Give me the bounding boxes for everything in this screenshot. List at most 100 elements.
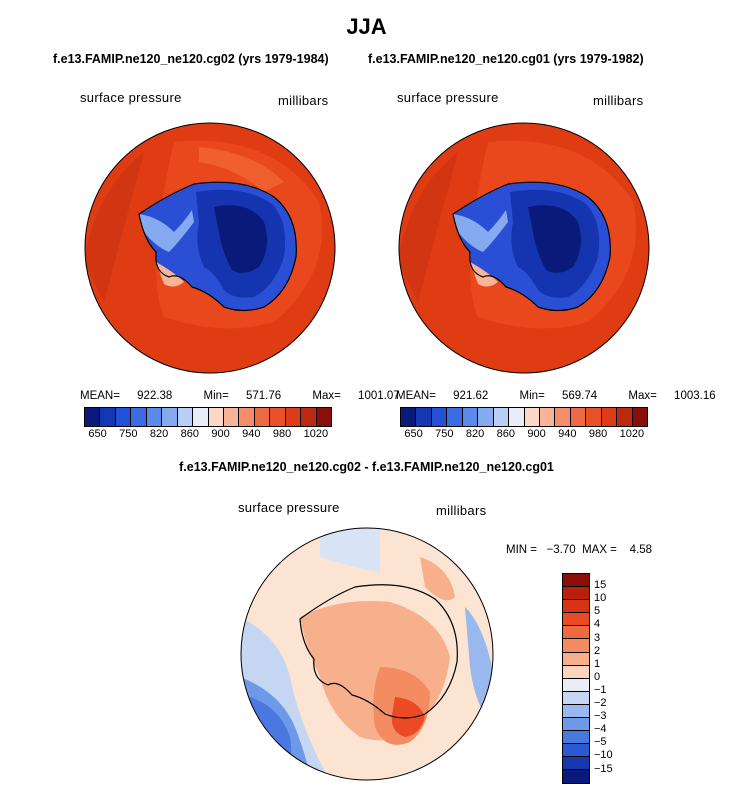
panel1-polar-map: [84, 122, 336, 374]
colorbar-tick-label: 860: [180, 428, 199, 440]
colorbar-tick-label: 5: [594, 605, 601, 618]
colorbar-swatch: [570, 408, 587, 426]
colorbar-tick-label: 0: [594, 670, 601, 683]
colorbar-swatch: [431, 408, 448, 426]
season-title: JJA: [346, 14, 387, 39]
colorbar-swatch: [146, 408, 163, 426]
colorbar-swatch: [563, 770, 589, 783]
colorbar-swatch: [586, 408, 602, 426]
colorbar-tick-label: 2: [594, 644, 601, 657]
colorbar-tick-label: 980: [588, 428, 608, 440]
colorbar-tick-label: 860: [496, 428, 515, 440]
colorbar-swatch: [208, 408, 224, 426]
colorbar-swatch: [563, 678, 589, 692]
max-label: Max=: [628, 390, 657, 402]
diff-title: f.e13.FAMIP.ne120_ne120.cg02 - f.e13.FAM…: [179, 460, 554, 474]
panel1-units-label: millibars: [278, 93, 329, 108]
diff-units-label: millibars: [436, 503, 487, 518]
colorbar-tick-label: 650: [404, 428, 423, 440]
colorbar-swatch: [601, 408, 618, 426]
diff-minmax: MIN = −3.70 MAX = 4.58: [506, 544, 653, 556]
max-label: Max=: [312, 390, 341, 402]
panel1-colorbar: [84, 407, 332, 427]
panel2-units-label: millibars: [593, 93, 644, 108]
max-value: 1003.16: [674, 390, 716, 402]
colorbar-swatch: [563, 574, 589, 588]
colorbar-swatch: [162, 408, 178, 426]
colorbar-tick-label: −1: [594, 683, 607, 696]
panel2-colorbar: [400, 407, 648, 427]
colorbar-swatch: [563, 639, 589, 653]
colorbar-swatch: [177, 408, 194, 426]
colorbar-swatch: [563, 626, 589, 640]
colorbar-swatch: [223, 408, 240, 426]
panel1-variable-label: surface pressure: [80, 90, 182, 105]
colorbar-tick-label: 15: [594, 579, 607, 592]
colorbar-swatch: [285, 408, 302, 426]
colorbar-tick-label: 1020: [619, 428, 645, 440]
colorbar-swatch: [563, 652, 589, 666]
colorbar-tick-label: 820: [465, 428, 485, 440]
colorbar-swatch: [563, 731, 589, 745]
colorbar-tick-label: −15: [594, 762, 613, 775]
colorbar-swatch: [193, 408, 209, 426]
min-value: 569.74: [562, 390, 598, 402]
colorbar-tick-label: −3: [594, 710, 607, 723]
colorbar-tick-label: 750: [435, 428, 454, 440]
colorbar-tick-label: −5: [594, 736, 607, 749]
mean-label: MEAN=: [396, 390, 436, 402]
mean-value: 922.38: [137, 390, 173, 402]
panel1-title: f.e13.FAMIP.ne120_ne120.cg02 (yrs 1979-1…: [53, 52, 329, 66]
colorbar-swatch: [563, 704, 589, 719]
colorbar-swatch: [563, 744, 589, 758]
colorbar-tick-label: −4: [594, 723, 607, 736]
colorbar-swatch: [401, 408, 417, 426]
panel1-stats: MEAN= 922.38 Min= 571.76 Max= 1001.07: [80, 390, 428, 402]
colorbar-swatch: [563, 718, 589, 732]
colorbar-swatch: [301, 408, 317, 426]
colorbar-swatch: [85, 408, 101, 426]
panel2-title: f.e13.FAMIP.ne120_ne120.cg01 (yrs 1979-1…: [368, 52, 644, 66]
colorbar-swatch: [100, 408, 116, 426]
colorbar-tick-label: 3: [594, 631, 601, 644]
colorbar-swatch: [115, 408, 132, 426]
colorbar-swatch: [478, 408, 494, 426]
min-label: Min=: [203, 390, 229, 402]
panel2-variable-label: surface pressure: [397, 90, 499, 105]
colorbar-tick-label: 900: [211, 428, 230, 440]
max-value: 1001.07: [358, 390, 400, 402]
mean-value: 921.62: [453, 390, 489, 402]
diff-colorbar-ticks: 15 10 5 4 3 2 1 0 −1 −2 −3 −4 −5 −10 −15: [594, 573, 634, 781]
colorbar-swatch: [617, 408, 633, 426]
colorbar-swatch: [447, 408, 463, 426]
colorbar-tick-label: 750: [119, 428, 138, 440]
colorbar-tick-label: 940: [242, 428, 261, 440]
colorbar-swatch: [539, 408, 556, 426]
colorbar-swatch: [555, 408, 571, 426]
colorbar-swatch: [563, 665, 589, 679]
colorbar-swatch: [563, 757, 589, 771]
colorbar-swatch: [563, 600, 589, 614]
panel2-polar-map: [398, 122, 650, 374]
colorbar-swatch: [563, 613, 589, 627]
colorbar-tick-label: 10: [594, 592, 607, 605]
colorbar-tick-label: 4: [594, 618, 601, 631]
colorbar-swatch: [632, 408, 647, 426]
panel2-stats: MEAN= 921.62 Min= 569.74 Max= 1003.16: [396, 390, 733, 402]
colorbar-swatch: [509, 408, 525, 426]
colorbar-swatch: [524, 408, 540, 426]
mean-label: MEAN=: [80, 390, 120, 402]
min-value: 571.76: [246, 390, 282, 402]
colorbar-swatch: [254, 408, 271, 426]
colorbar-swatch: [270, 408, 286, 426]
colorbar-tick-label: 900: [527, 428, 546, 440]
colorbar-swatch: [316, 408, 331, 426]
colorbar-swatch: [563, 691, 589, 705]
min-label: Min=: [519, 390, 545, 402]
colorbar-tick-label: −2: [594, 697, 607, 709]
colorbar-tick-label: 980: [272, 428, 292, 440]
colorbar-swatch: [563, 587, 589, 601]
colorbar-tick-label: 940: [558, 428, 577, 440]
colorbar-swatch: [416, 408, 432, 426]
colorbar-tick-label: −10: [594, 749, 613, 762]
